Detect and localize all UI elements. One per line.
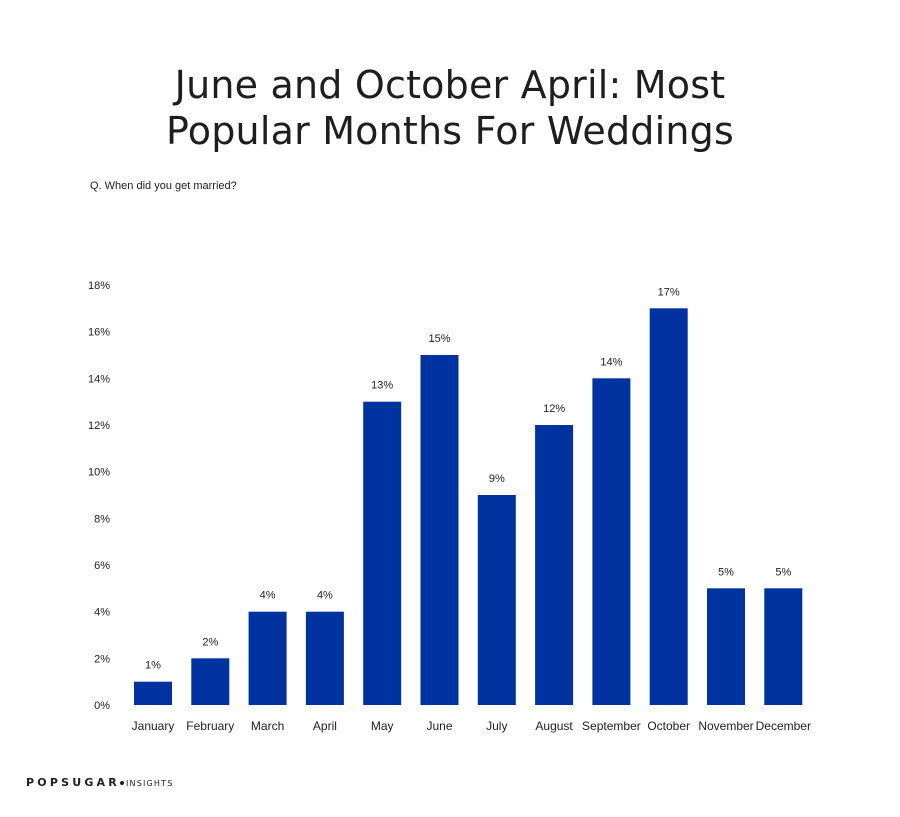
x-axis: January February March April May June July Augu… — [132, 719, 811, 733]
bar-june — [420, 355, 459, 705]
data-label-october: 17% — [658, 286, 680, 298]
y-tick-label: 4% — [94, 607, 110, 619]
y-tick-label: 10% — [88, 467, 110, 479]
chart-subtitle: Q. When did you get married? — [90, 180, 237, 192]
data-label-january: 1% — [145, 660, 161, 672]
x-tick-label-may: May — [371, 719, 394, 733]
x-tick-label-april: April — [313, 719, 337, 733]
x-tick-label-june: June — [426, 719, 452, 733]
brand-name: POPSUGAR — [26, 776, 120, 789]
y-axis: 0% 2% 4% 6% 8% 10% 12% 14% 16% 18% — [88, 280, 110, 712]
x-tick-label-march: March — [251, 719, 284, 733]
x-tick-label-december: December — [756, 719, 811, 733]
brand-dot-icon — [119, 781, 124, 785]
data-label-may: 13% — [371, 380, 393, 392]
brand-sub: INSIGHTS — [125, 779, 174, 788]
y-tick-label: 12% — [88, 420, 110, 432]
data-label-december: 5% — [775, 566, 791, 578]
bar-may — [363, 401, 402, 705]
bar-february — [191, 658, 230, 705]
data-label-april: 4% — [317, 590, 333, 602]
bar-august — [535, 425, 574, 705]
popsugar-insights-logo: POPSUGAR INSIGHTS — [26, 771, 174, 790]
data-label-june: 15% — [428, 333, 450, 345]
data-label-september: 14% — [600, 356, 622, 368]
x-tick-label-october: October — [647, 719, 690, 733]
bar-january — [134, 681, 172, 705]
chart-title-line-2: Popular Months For Weddings — [166, 109, 734, 153]
x-tick-label-august: August — [535, 719, 573, 733]
data-label-march: 4% — [260, 590, 276, 602]
y-tick-label: 0% — [94, 700, 110, 712]
data-label-november: 5% — [718, 566, 734, 578]
y-tick-label: 14% — [88, 373, 110, 385]
chart-title: June and October April: Most Popular Mon… — [0, 62, 900, 154]
data-label-august: 12% — [543, 403, 565, 415]
y-tick-label: 2% — [94, 653, 110, 665]
y-tick-label: 16% — [88, 327, 110, 339]
data-label-july: 9% — [489, 473, 505, 485]
y-tick-label: 6% — [94, 560, 110, 572]
bar-march — [248, 611, 287, 705]
x-tick-label-september: September — [582, 719, 641, 733]
bar-july — [477, 495, 516, 705]
bars — [134, 308, 803, 705]
x-tick-label-november: November — [698, 719, 753, 733]
x-tick-label-february: February — [186, 719, 234, 733]
bar-april — [305, 611, 344, 705]
x-tick-label-july: July — [486, 719, 507, 733]
data-label-february: 2% — [202, 636, 218, 648]
bar-october — [649, 308, 688, 705]
bar-september — [592, 378, 631, 705]
chart-title-line-1: June and October April: Most — [174, 63, 726, 107]
x-tick-label-january: January — [132, 719, 175, 733]
bar-december — [764, 588, 803, 705]
data-labels: 1% 2% 4% 4% 13% 15% 9% 12% 14% 17% 5% 5% — [145, 286, 791, 671]
y-tick-label: 8% — [94, 513, 110, 525]
y-tick-label: 18% — [88, 280, 110, 292]
bar-november — [707, 588, 745, 705]
